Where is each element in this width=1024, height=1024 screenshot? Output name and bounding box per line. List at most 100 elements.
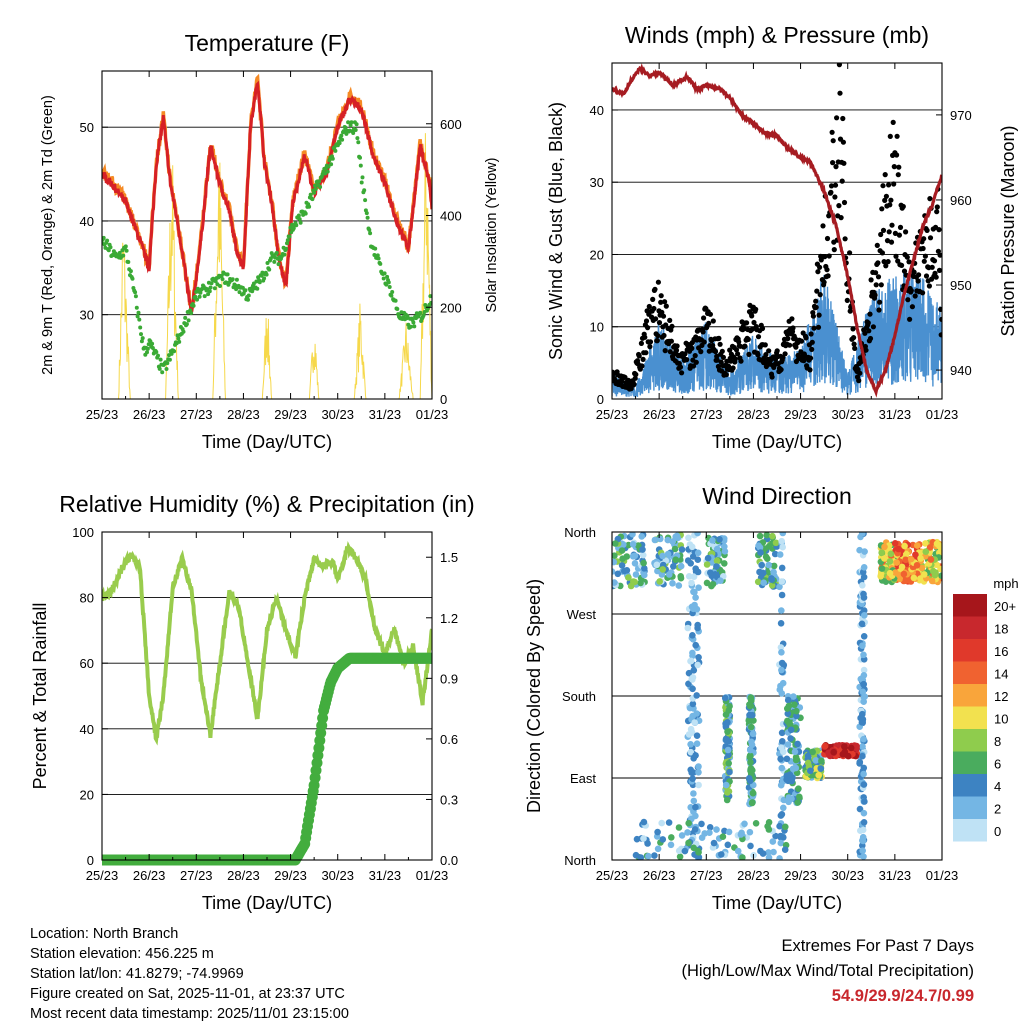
direction-point — [749, 799, 756, 806]
dewpoint-point — [429, 300, 432, 305]
dewpoint-point — [223, 280, 228, 285]
legend-label: 16 — [994, 644, 1008, 659]
direction-point — [776, 855, 783, 860]
gust-point — [633, 371, 639, 378]
direction-point — [695, 763, 702, 770]
direction-point — [673, 532, 681, 540]
direction-point — [693, 605, 701, 613]
gust-point — [896, 164, 902, 170]
direction-point — [651, 536, 659, 544]
direction-point — [830, 748, 837, 756]
gust-point — [720, 354, 727, 360]
direction-point — [818, 757, 825, 765]
temperature-series — [102, 73, 432, 399]
direction-point — [747, 759, 754, 766]
gust-point — [733, 347, 740, 353]
gust-point — [865, 320, 871, 326]
direction-point — [860, 633, 868, 640]
gust-point — [813, 304, 819, 310]
direction-point — [858, 719, 866, 726]
direction-point — [692, 803, 699, 811]
dewpoint-point — [375, 253, 380, 258]
dewpoint-point — [393, 298, 398, 303]
dewpoint-point — [344, 131, 349, 136]
gust-point — [899, 262, 905, 268]
dewpoint-point — [378, 261, 383, 266]
dewpoint-point — [191, 303, 196, 308]
direction-point — [692, 752, 699, 759]
humidity-series — [102, 541, 432, 866]
gust-point — [651, 305, 657, 312]
direction-point — [645, 852, 652, 860]
gust-point — [839, 178, 845, 184]
direction-point — [641, 565, 648, 572]
direction-point — [860, 781, 868, 788]
gust-point — [622, 374, 628, 380]
direction-point — [703, 561, 711, 568]
direction-point — [860, 681, 867, 688]
direction-point — [847, 744, 855, 752]
gust-point — [693, 359, 699, 365]
legend-swatch — [953, 796, 987, 819]
direction-point — [886, 569, 894, 577]
direction-point — [779, 532, 787, 537]
direction-point — [695, 654, 702, 661]
dewpoint-point — [310, 197, 315, 202]
gust-point — [920, 245, 926, 252]
direction-point — [721, 560, 728, 567]
dewpoint-point — [259, 273, 264, 278]
dewpoint-point — [136, 310, 141, 315]
gust-point — [692, 353, 698, 359]
gust-point — [662, 348, 668, 354]
dewpoint-point — [346, 120, 351, 125]
gust-point — [923, 273, 930, 279]
gust-point — [876, 307, 882, 313]
direction-point — [741, 820, 748, 828]
direction-point — [928, 577, 936, 585]
direction-point — [933, 561, 940, 569]
direction-point — [784, 717, 791, 725]
gust-point — [798, 338, 805, 344]
gust-point — [904, 254, 910, 260]
direction-point — [612, 540, 619, 547]
dewpoint-point — [172, 349, 177, 354]
direction-point — [821, 742, 829, 750]
dewpoint-point — [367, 227, 372, 232]
gust-point — [832, 194, 838, 200]
gust-point — [822, 254, 828, 260]
direction-points — [612, 532, 942, 860]
direction-point — [779, 679, 787, 687]
dewpoint-point — [297, 217, 302, 222]
direction-point — [689, 674, 697, 681]
direction-point — [779, 543, 786, 551]
direction-point — [695, 584, 702, 591]
legend-swatch — [953, 684, 987, 707]
gust-point — [811, 325, 817, 331]
station-latlon: Station lat/lon: 41.8279; -74.9969 — [30, 966, 244, 982]
direction-point — [719, 833, 727, 840]
legend-swatch — [953, 819, 987, 842]
dewpoint-point — [133, 294, 138, 299]
direction-point — [754, 578, 762, 586]
gust-point — [893, 253, 899, 259]
x-tick-label: 30/23 — [831, 407, 864, 422]
gust-point — [862, 330, 868, 336]
direction-point — [860, 651, 867, 659]
dewpoint-point — [117, 250, 122, 255]
direction-point — [757, 549, 764, 556]
direction-point — [747, 695, 755, 703]
direction-point — [765, 561, 772, 569]
direction-point — [675, 582, 683, 589]
direction-point — [776, 583, 783, 591]
y-tick-label: 80 — [80, 591, 94, 606]
dewpoint-point — [330, 156, 335, 161]
y-axis-label: Sonic Wind & Gust (Blue, Black) — [546, 102, 566, 360]
gust-point — [824, 267, 830, 273]
direction-point — [778, 607, 785, 614]
direction-point — [910, 574, 918, 582]
x-tick-label: 26/23 — [643, 868, 676, 883]
direction-point — [695, 769, 702, 776]
gust-point — [738, 358, 744, 364]
direction-point — [860, 809, 868, 817]
gust-point — [647, 339, 654, 345]
